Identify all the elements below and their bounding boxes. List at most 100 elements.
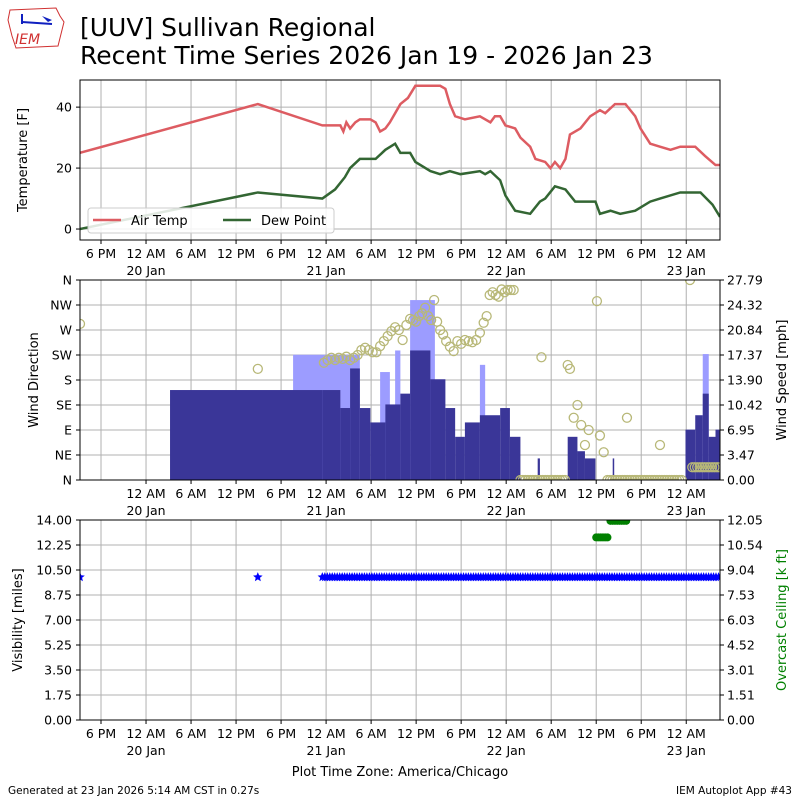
- direction-tick-label: SE: [56, 398, 72, 413]
- speed-bar: [479, 415, 501, 480]
- direction-point: [448, 345, 459, 357]
- visibility-tick-label: 7.00: [44, 613, 72, 628]
- speed-bar: [455, 436, 465, 480]
- x-date-label: 23 Jan: [667, 503, 706, 518]
- x-tick-label: 12 AM: [126, 486, 165, 501]
- direction-point: [598, 447, 609, 458]
- direction-tick-label: SW: [52, 348, 72, 363]
- y-tick-label: 20: [56, 161, 72, 176]
- x-date-label: 20 Jan: [126, 263, 165, 278]
- visibility-tick-label: 8.75: [44, 588, 72, 603]
- speed-tick-label: 0.00: [727, 473, 755, 488]
- legend-label: Dew Point: [261, 214, 326, 229]
- speed-tick-label: 13.90: [727, 373, 763, 388]
- ceiling-tick-label: 7.53: [727, 588, 755, 603]
- direction-point: [474, 327, 486, 338]
- x-tick-label: 12 PM: [217, 486, 255, 501]
- direction-point: [410, 316, 422, 327]
- series-dew-point: [80, 141, 720, 231]
- ceiling-point: [603, 533, 612, 542]
- speed-bar: [715, 429, 720, 480]
- x-tick-label: 12 PM: [577, 486, 615, 501]
- speed-bar: [430, 379, 446, 480]
- ceiling-tick-label: 10.54: [727, 538, 763, 553]
- direction-point: [440, 335, 452, 347]
- y-axis-label-temperature: Temperature [F]: [16, 108, 31, 213]
- title-line-1: [UUV] Sullivan Regional: [80, 13, 376, 42]
- direction-tick-label: S: [64, 373, 72, 388]
- ceiling-tick-label: 3.01: [727, 663, 755, 678]
- direction-point: [568, 412, 579, 423]
- x-date-label: 23 Jan: [667, 263, 706, 278]
- x-tick-label: 12 PM: [397, 726, 435, 741]
- speed-bar: [445, 408, 456, 480]
- x-tick-label: 12 AM: [126, 246, 165, 261]
- x-tick-label: 6 AM: [536, 486, 567, 501]
- x-axis-label: Plot Time Zone: America/Chicago: [292, 765, 508, 780]
- speed-bar: [577, 451, 585, 480]
- x-tick-label: 6 PM: [446, 246, 476, 261]
- x-tick-label: 6 AM: [175, 246, 206, 261]
- speed-tick-label: 17.37: [727, 348, 763, 363]
- direction-tick-label: NE: [55, 448, 72, 463]
- speed-tick-label: 24.32: [727, 298, 763, 313]
- x-date-label: 22 Jan: [487, 743, 526, 758]
- title-line-2: Recent Time Series 2026 Jan 19 - 2026 Ja…: [80, 41, 653, 70]
- legend-label: Air Temp: [131, 214, 188, 229]
- visibility-tick-label: 12.25: [36, 538, 72, 553]
- x-tick-label: 12 AM: [667, 246, 706, 261]
- x-date-label: 21 Jan: [307, 743, 346, 758]
- speed-bar: [385, 404, 401, 480]
- ceiling-tick-label: 4.52: [727, 638, 755, 653]
- direction-point: [505, 284, 516, 296]
- speed-tick-label: 27.79: [727, 273, 763, 288]
- ceiling-tick-label: 6.03: [727, 613, 755, 628]
- x-tick-label: 6 AM: [175, 726, 206, 741]
- x-tick-label: 12 AM: [306, 486, 345, 501]
- x-tick-label: 6 AM: [355, 726, 386, 741]
- direction-point: [367, 347, 378, 358]
- visibility-tick-label: 10.50: [36, 563, 72, 578]
- speed-tick-label: 6.95: [727, 423, 755, 438]
- direction-tick-label: W: [60, 323, 72, 338]
- visibility-tick-label: 14.00: [36, 513, 72, 528]
- x-tick-label: 12 PM: [217, 246, 255, 261]
- direction-tick-label: N: [63, 273, 72, 288]
- speed-bar: [410, 350, 431, 480]
- series-air-temp: [80, 84, 720, 171]
- footer-generated: Generated at 23 Jan 2026 5:14 AM CST in …: [8, 785, 259, 797]
- direction-tick-label: E: [64, 423, 72, 438]
- x-tick-label: 6 PM: [266, 246, 296, 261]
- speed-bar: [584, 458, 596, 480]
- x-tick-label: 12 PM: [397, 486, 435, 501]
- x-tick-label: 12 PM: [577, 246, 615, 261]
- speed-bar: [350, 368, 360, 480]
- x-tick-label: 12 PM: [397, 246, 435, 261]
- legend: Air Temp Dew Point: [87, 207, 335, 234]
- y-axis-label-direction: Wind Direction: [27, 332, 42, 428]
- x-tick-label: 12 PM: [577, 726, 615, 741]
- footer-app: IEM Autoplot App #43: [676, 785, 792, 797]
- legend-box: [87, 207, 335, 234]
- speed-bar: [702, 393, 709, 480]
- direction-point: [621, 412, 633, 423]
- direction-point: [579, 439, 591, 451]
- visibility-tick-label: 5.25: [44, 638, 72, 653]
- x-tick-label: 6 PM: [626, 246, 656, 261]
- speed-tick-label: 10.42: [727, 398, 763, 413]
- x-tick-label: 12 AM: [487, 726, 526, 741]
- x-tick-label: 12 PM: [217, 726, 255, 741]
- x-tick-label: 12 AM: [487, 486, 526, 501]
- y-axis-label-speed: Wind Speed [mph]: [775, 320, 790, 441]
- speed-bar: [500, 408, 510, 480]
- direction-point: [252, 363, 263, 375]
- speed-bar: [322, 390, 341, 480]
- direction-point: [428, 294, 440, 306]
- x-tick-label: 6 PM: [626, 486, 656, 501]
- temperature-frame: [79, 79, 721, 241]
- speed-bar: [340, 408, 351, 480]
- x-date-label: 21 Jan: [307, 263, 346, 278]
- x-tick-label: 6 PM: [86, 726, 116, 741]
- speed-tick-label: 20.84: [727, 323, 763, 338]
